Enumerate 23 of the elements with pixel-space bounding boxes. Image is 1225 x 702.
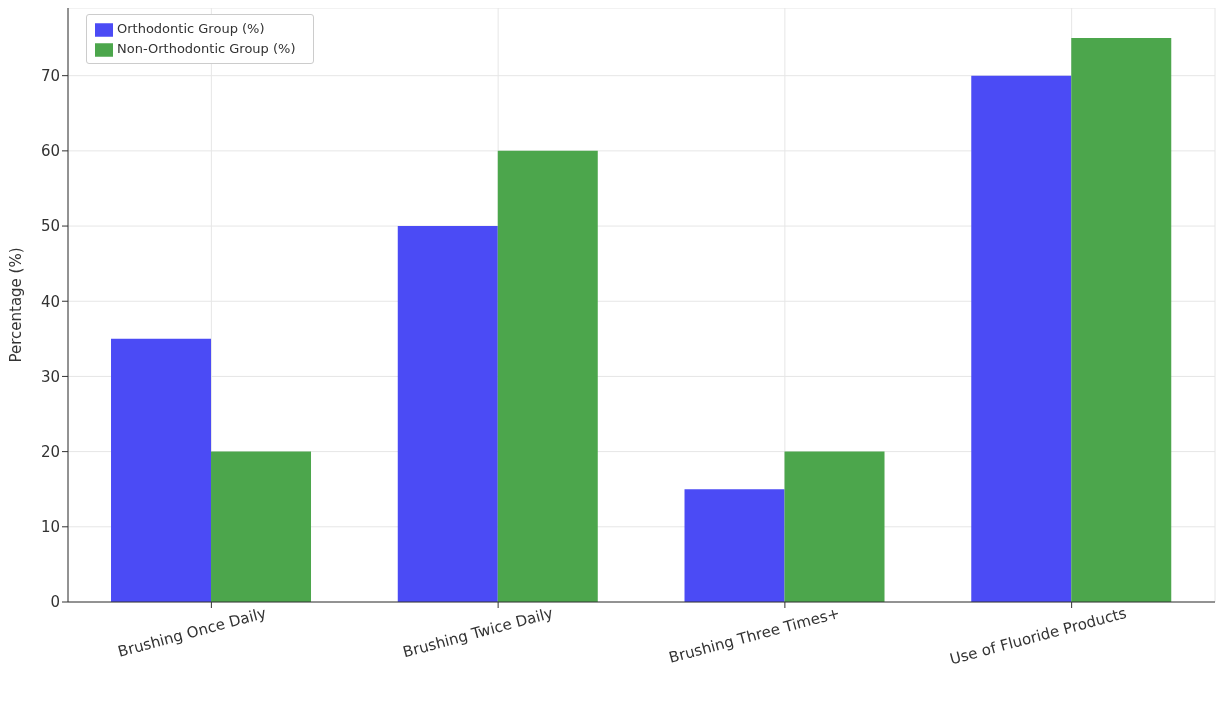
y-tick-label: 70 bbox=[40, 67, 60, 85]
x-tick-label: Brushing Three Times+ bbox=[666, 603, 842, 667]
bar bbox=[497, 150, 598, 602]
y-tick-label: 40 bbox=[40, 292, 60, 311]
x-tick-label: Brushing Once Daily bbox=[115, 603, 269, 661]
legend-label: Orthodontic Group (%) bbox=[117, 21, 265, 36]
bar bbox=[784, 451, 885, 602]
x-tick-label: Use of Fluoride Products bbox=[947, 603, 1129, 669]
legend-label: Non-Orthodontic Group (%) bbox=[117, 41, 296, 56]
y-tick-label: 60 bbox=[40, 142, 60, 161]
bar bbox=[111, 338, 212, 602]
y-tick-label: 10 bbox=[40, 518, 60, 537]
y-tick-label: 50 bbox=[40, 217, 60, 236]
y-tick-label: 20 bbox=[40, 442, 60, 461]
x-tick-label: Brushing Twice Daily bbox=[400, 603, 555, 662]
bar bbox=[1071, 38, 1172, 602]
bar bbox=[397, 226, 498, 602]
y-tick-label: 0 bbox=[50, 593, 60, 612]
y-axis-title: Percentage (%) bbox=[7, 247, 26, 363]
bar bbox=[211, 451, 312, 602]
y-tick-label: 30 bbox=[40, 367, 60, 386]
bar bbox=[971, 75, 1072, 602]
bar bbox=[684, 489, 785, 602]
